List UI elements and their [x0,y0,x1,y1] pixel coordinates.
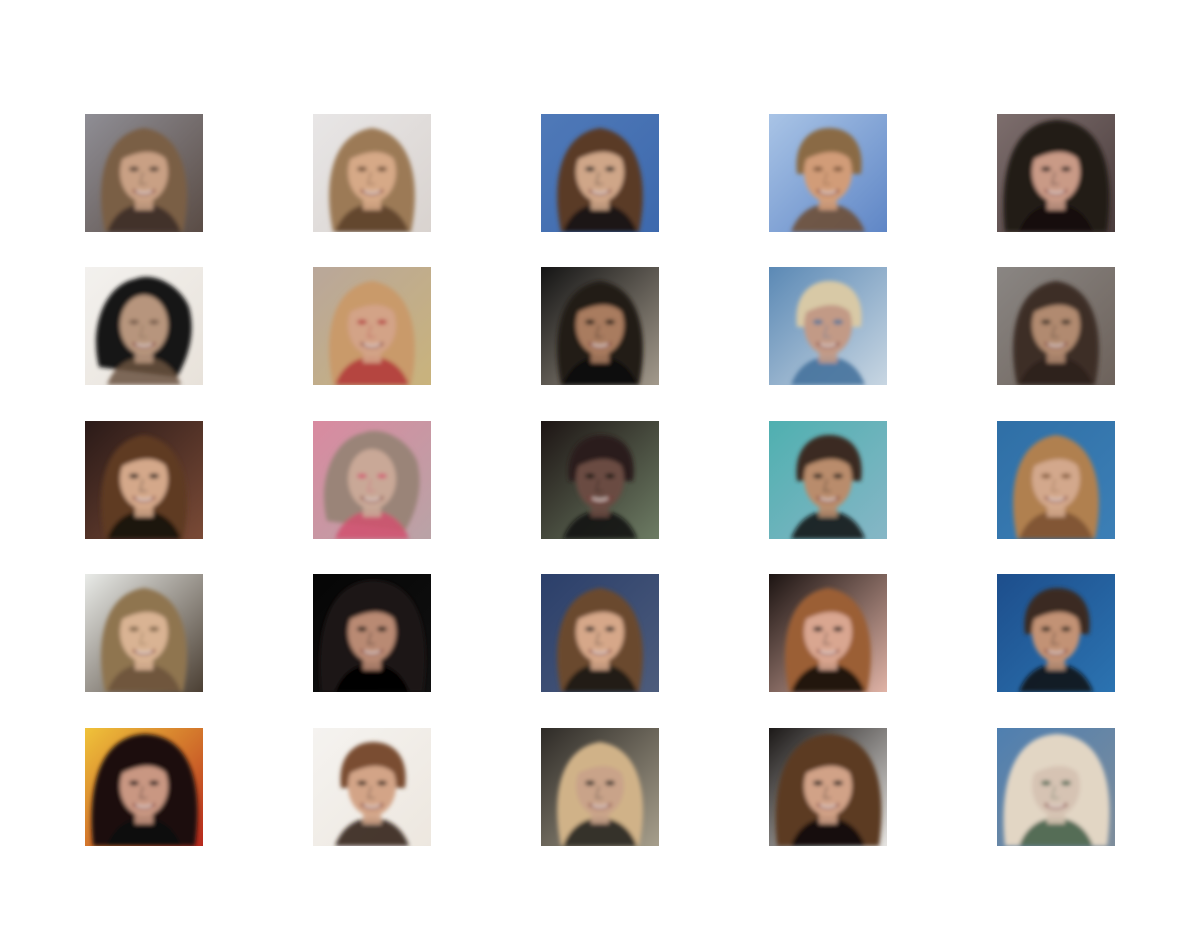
face-sample-r4-c5 [997,574,1115,692]
face-sample-r3-c4 [769,421,887,539]
face-sample-r4-c1 [85,574,203,692]
face-sample-r3-c5 [997,421,1115,539]
face-sample-r1-c5 [997,114,1115,232]
face-sample-r5-c4 [769,728,887,846]
face-sample-r5-c1 [85,728,203,846]
face-sample-r5-c2 [313,728,431,846]
face-sample-r2-c3 [541,267,659,385]
face-sample-r2-c5 [997,267,1115,385]
face-sample-r5-c5 [997,728,1115,846]
face-sample-r2-c2 [313,267,431,385]
face-sample-r5-c3 [541,728,659,846]
face-sample-r1-c3 [541,114,659,232]
face-sample-r3-c3 [541,421,659,539]
face-sample-r2-c4 [769,267,887,385]
face-sample-r4-c3 [541,574,659,692]
face-sample-r2-c1 [85,267,203,385]
face-sample-r1-c4 [769,114,887,232]
face-sample-r1-c1 [85,114,203,232]
face-sample-r4-c2 [313,574,431,692]
face-sample-r3-c2 [313,421,431,539]
face-sample-r4-c4 [769,574,887,692]
face-sample-r3-c1 [85,421,203,539]
face-sample-r1-c2 [313,114,431,232]
